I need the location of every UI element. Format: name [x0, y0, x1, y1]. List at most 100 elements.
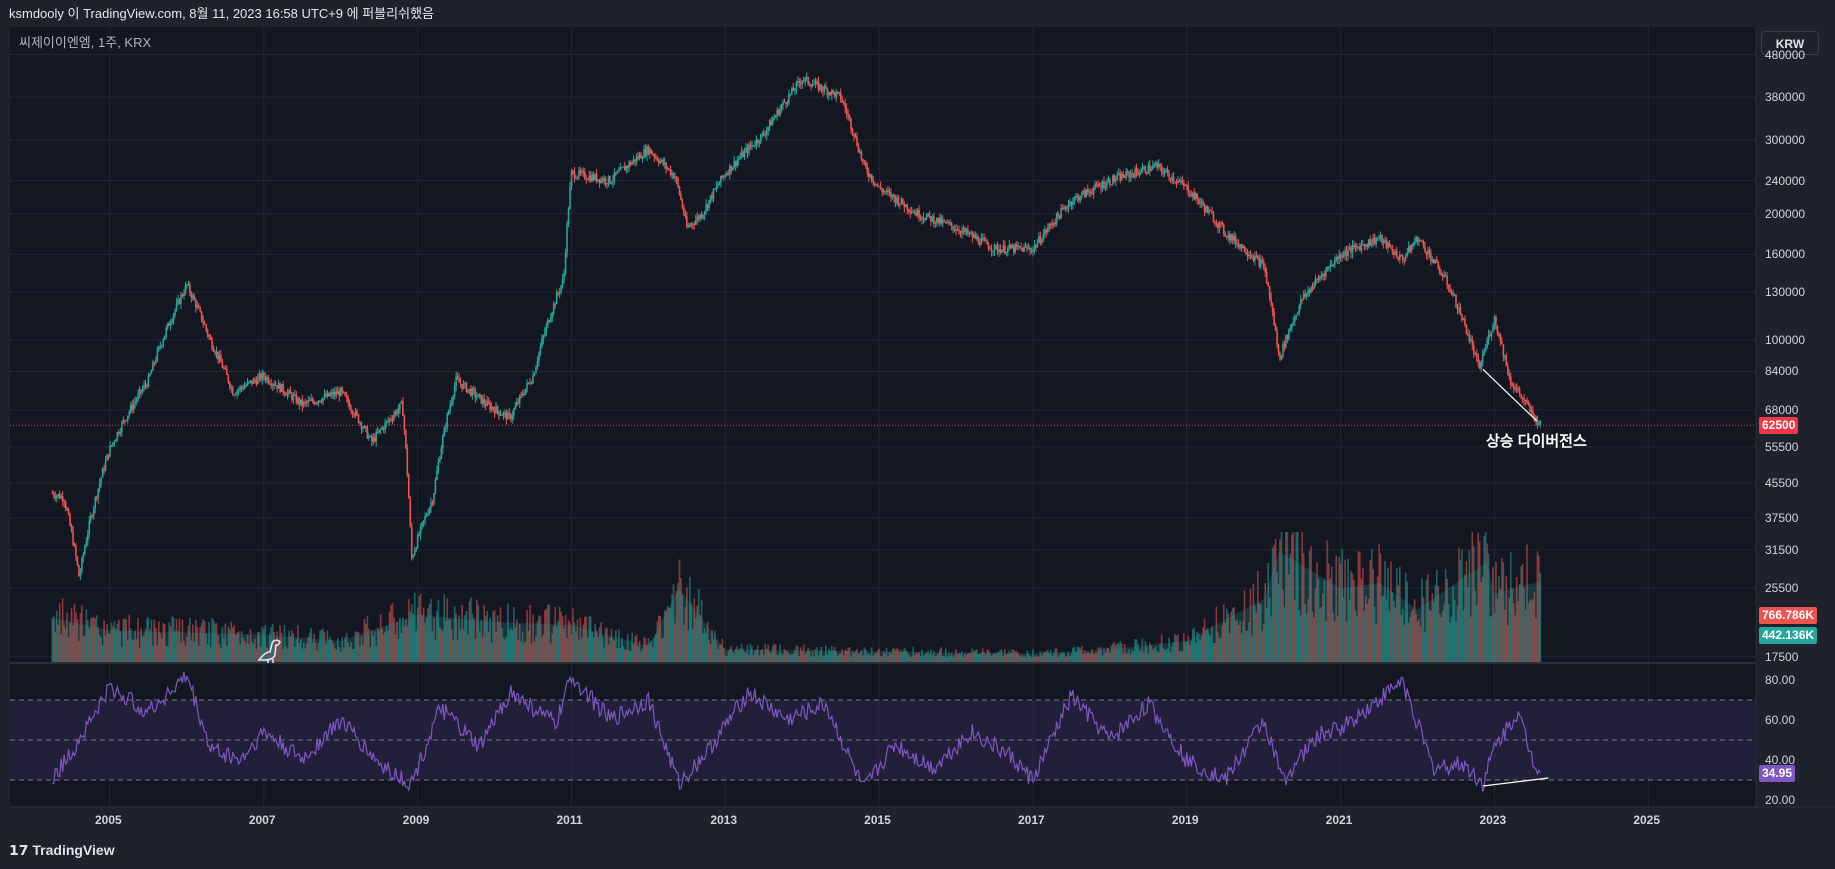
candle-body	[928, 213, 931, 217]
candle-body	[1430, 253, 1432, 262]
volume-bar	[1116, 643, 1119, 662]
volume-bar	[400, 632, 403, 662]
candle-body	[409, 498, 412, 527]
volume-bar	[940, 647, 943, 662]
candle-body	[308, 400, 311, 402]
volume-bar	[721, 638, 724, 662]
candle-body	[342, 391, 345, 393]
candle-body	[282, 384, 284, 393]
volume-bar	[251, 641, 253, 662]
candle-body	[1144, 166, 1147, 173]
candle-body	[1496, 326, 1499, 334]
volume-bar	[1048, 653, 1051, 662]
candle-body	[92, 508, 95, 517]
candle-body	[368, 436, 370, 439]
candle-body	[919, 218, 922, 220]
candle-body	[122, 419, 125, 423]
volume-bar	[1072, 647, 1074, 662]
volume-bar	[586, 637, 589, 662]
candle-body	[773, 117, 775, 120]
candle-body	[882, 191, 885, 193]
volume-bar	[1220, 637, 1222, 662]
volume-bar	[663, 610, 666, 662]
candle-body	[623, 166, 626, 171]
volume-bar	[163, 623, 166, 662]
volume-bar	[619, 648, 622, 662]
candle-body	[288, 390, 290, 393]
volume-bar	[314, 642, 317, 662]
candle-body	[495, 406, 497, 414]
currency-button[interactable]: KRW	[1761, 31, 1819, 55]
candle-body	[797, 81, 799, 83]
price-tick-label: 480000	[1765, 47, 1806, 62]
volume-bar	[646, 644, 648, 662]
volume-bar	[378, 630, 380, 662]
candle-body	[767, 126, 770, 131]
volume-bar	[1036, 656, 1039, 662]
volume-bar	[906, 651, 909, 662]
candle-body	[1082, 190, 1085, 193]
volume-bar	[936, 655, 938, 662]
volume-bar	[1354, 610, 1357, 662]
volume-bar	[478, 631, 481, 662]
volume-bar	[1481, 576, 1484, 662]
volume-bar	[464, 615, 466, 662]
volume-bar	[567, 620, 570, 662]
volume-bar	[727, 651, 730, 662]
candle-body	[190, 292, 193, 298]
volume-bar	[344, 637, 346, 662]
tradingview-logo[interactable]: 𝟭𝟳 TradingView	[9, 842, 115, 859]
volume-bar	[944, 648, 947, 662]
volume-bar	[882, 651, 885, 662]
candle-body	[498, 411, 500, 416]
volume-bar	[437, 600, 440, 662]
volume-bar	[595, 630, 598, 662]
candle-body	[261, 372, 264, 380]
volume-bar	[671, 594, 673, 662]
candle-body	[1172, 176, 1175, 182]
volume-bar	[1472, 546, 1475, 662]
volume-bar	[891, 649, 894, 662]
candle-body	[817, 81, 820, 90]
volume-bar	[310, 627, 312, 662]
candle-body	[931, 216, 934, 222]
volume-last-tag: 766.786K	[1759, 607, 1818, 624]
volume-bar	[1211, 626, 1213, 662]
volume-bar	[368, 628, 370, 662]
volume-bar	[1188, 644, 1191, 662]
candle-body	[1180, 180, 1182, 182]
volume-bar	[1237, 625, 1240, 662]
candle-body	[236, 390, 238, 395]
volume-bar	[1131, 649, 1133, 662]
volume-bar	[345, 632, 348, 662]
volume-bar	[1492, 566, 1494, 662]
volume-bar	[508, 629, 511, 662]
candle-body	[1317, 278, 1320, 280]
candle-body	[832, 90, 835, 93]
candle-body	[123, 419, 126, 421]
volume-bar	[492, 611, 494, 662]
volume-bar	[141, 636, 144, 662]
volume-bar	[717, 649, 719, 662]
candle-body	[826, 88, 829, 96]
volume-bar	[301, 648, 304, 662]
candle-body	[925, 215, 928, 220]
volume-bar	[1378, 543, 1380, 662]
candle-body	[1061, 208, 1064, 210]
volume-average-area	[52, 552, 1541, 662]
volume-bar	[585, 616, 588, 662]
candle-body	[668, 168, 670, 170]
volume-bar	[1523, 588, 1525, 662]
volume-bar	[1212, 642, 1215, 662]
candle-body	[620, 167, 623, 169]
volume-bar	[1150, 645, 1153, 662]
candle-body	[776, 110, 778, 116]
volume-bar	[797, 645, 799, 662]
candle-body	[1462, 318, 1465, 321]
volume-bar	[1314, 588, 1317, 662]
volume-bar	[1271, 548, 1274, 662]
candle-body	[678, 186, 681, 195]
candle-body	[1323, 274, 1326, 277]
volume-bar	[780, 653, 783, 662]
